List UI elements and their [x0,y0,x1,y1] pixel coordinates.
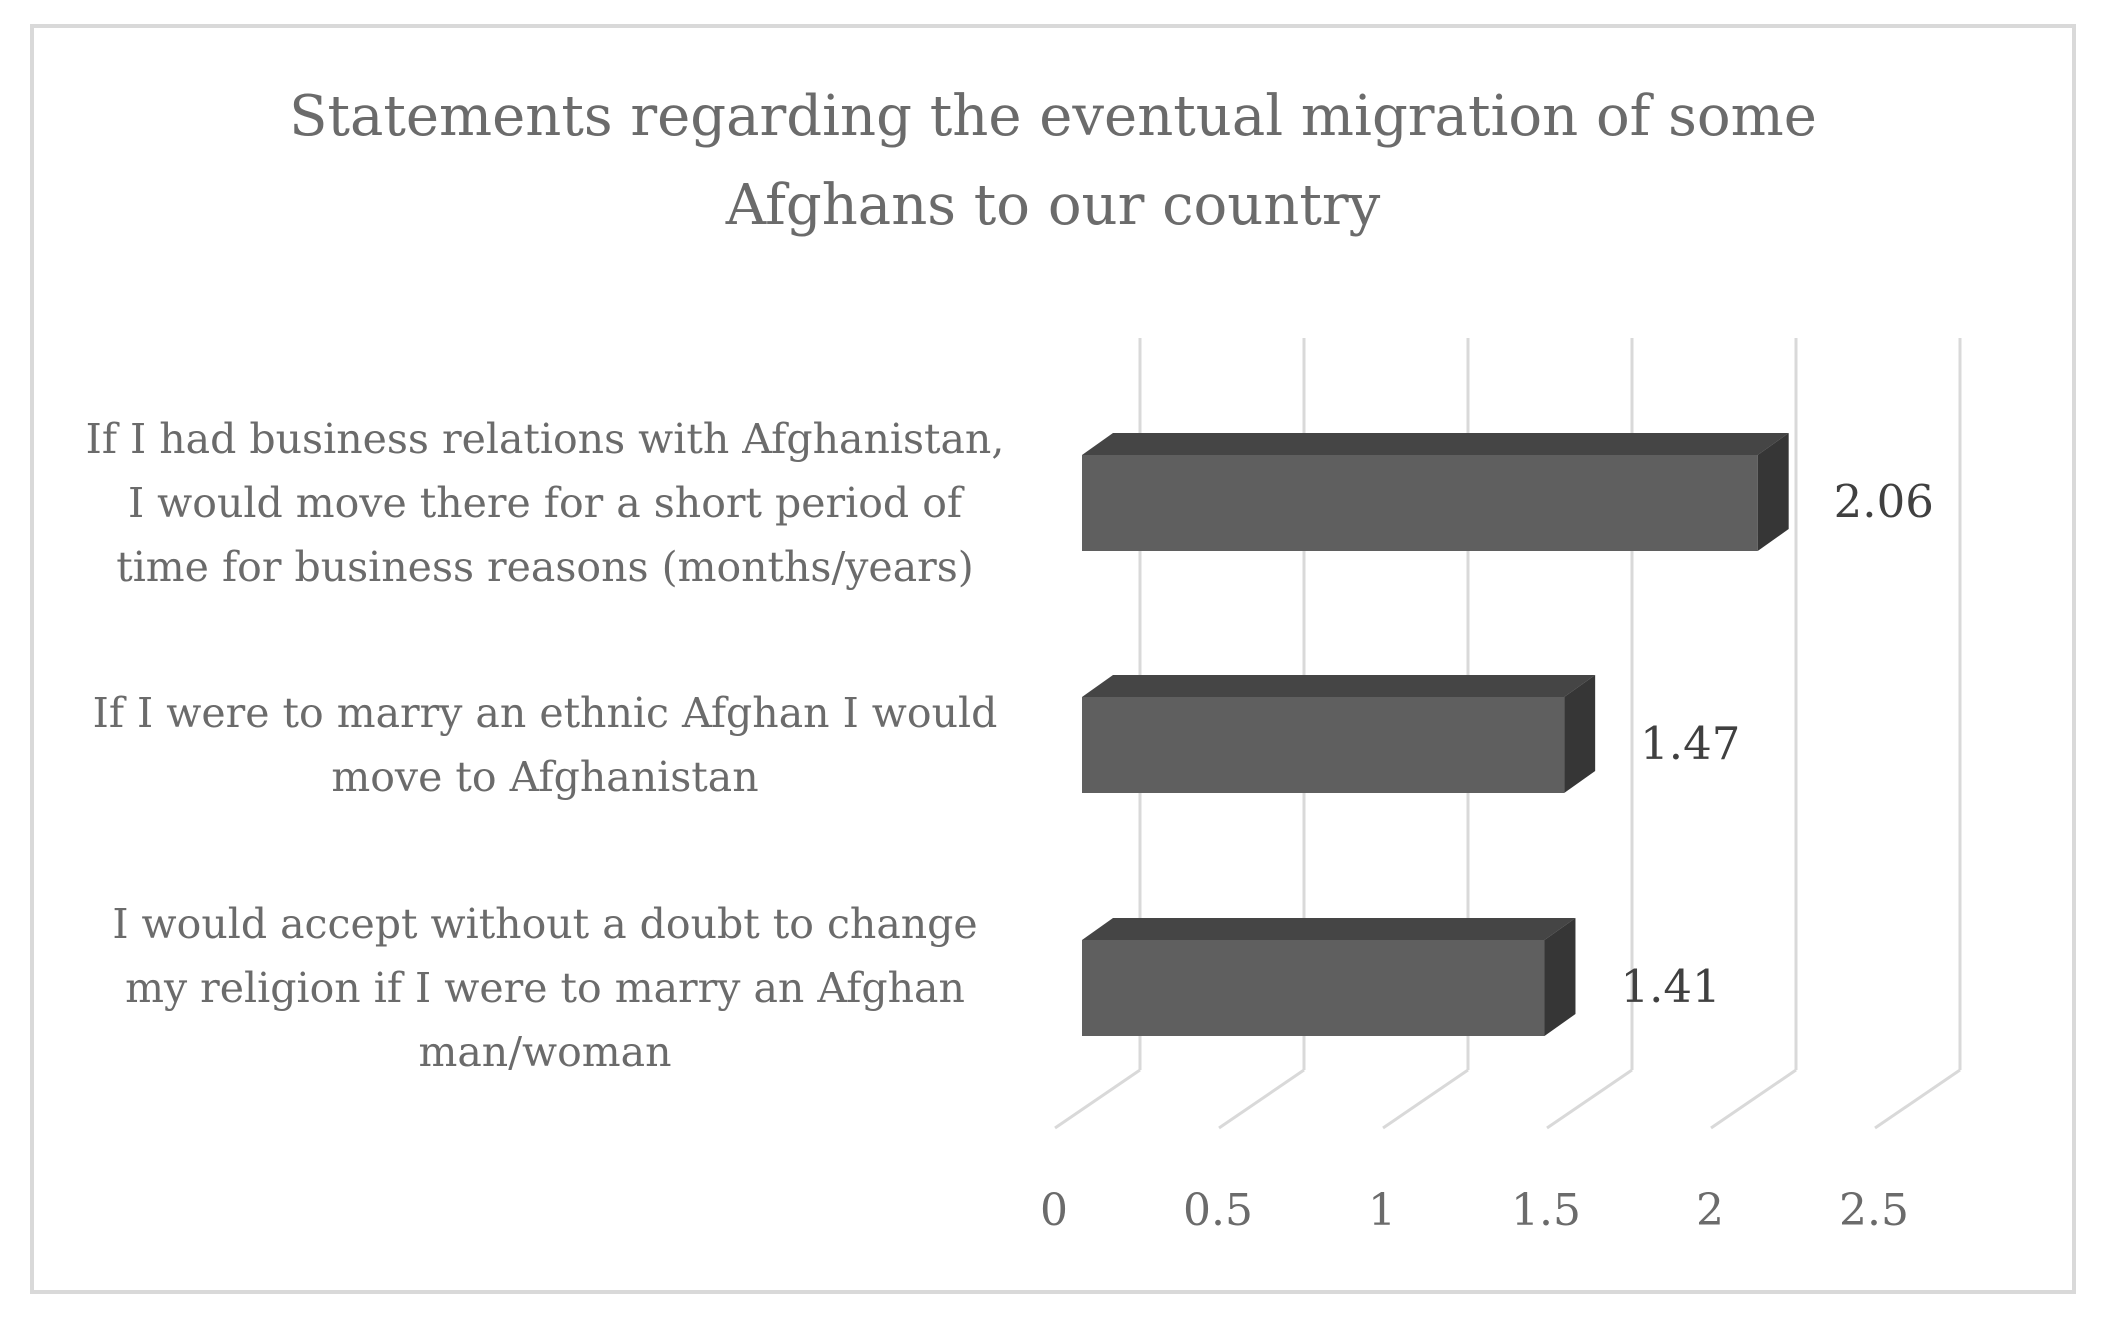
bar-top-face [1082,918,1576,940]
bar-front-face [1082,940,1545,1036]
category-label: If I had business relations with Afghani… [86,415,1005,463]
category-label: If I were to marry an ethnic Afghan I wo… [93,689,998,737]
data-label: 1.47 [1640,717,1740,770]
bars [1082,433,1789,1036]
chart-title-line: Afghans to our country [725,173,1381,238]
category-label: I would accept without a doubt to change [112,900,977,948]
chart-title-line: Statements regarding the eventual migrat… [289,84,1817,149]
data-label: 1.41 [1620,960,1720,1013]
category-label: move to Afghanistan [331,753,758,801]
x-tick-label: 0 [1040,1185,1068,1236]
x-tick-label: 1 [1368,1185,1396,1236]
bar-side-face [1544,918,1576,1036]
bar-top-face [1082,675,1596,697]
category-label: man/woman [418,1028,671,1076]
gridline-floor [1382,1068,1469,1130]
bar-front-face [1082,697,1565,793]
x-tick-label: 2 [1696,1185,1724,1236]
gridline-floor [1054,1068,1141,1130]
gridline-floor [1874,1068,1961,1130]
x-tick-label: 0.5 [1183,1185,1253,1236]
bar [1082,433,1789,551]
data-labels: 2.06 1.47 1.41 [1620,475,1933,1013]
gridline-floor [1218,1068,1305,1130]
category-labels: If I had business relations with Afghani… [86,415,1005,1076]
bar-top-face [1082,433,1789,455]
data-label: 2.06 [1834,475,1934,528]
bar-front-face [1082,455,1758,551]
gridline-floor [1546,1068,1633,1130]
category-label: my religion if I were to marry an Afghan [125,964,965,1012]
category-label: time for business reasons (months/years) [116,543,974,591]
x-tick-label: 2.5 [1839,1185,1909,1236]
bar-side-face [1757,433,1789,551]
chart-title: Statements regarding the eventual migrat… [289,84,1817,238]
bar [1082,918,1576,1036]
bar [1082,675,1596,793]
x-tick-labels: 0 0.5 1 1.5 2 2.5 [1040,1185,1909,1236]
x-tick-label: 1.5 [1511,1185,1581,1236]
chart-area [30,24,2076,1294]
category-label: I would move there for a short period of [128,479,965,527]
bar-side-face [1564,675,1596,793]
gridline-floor [1710,1068,1797,1130]
